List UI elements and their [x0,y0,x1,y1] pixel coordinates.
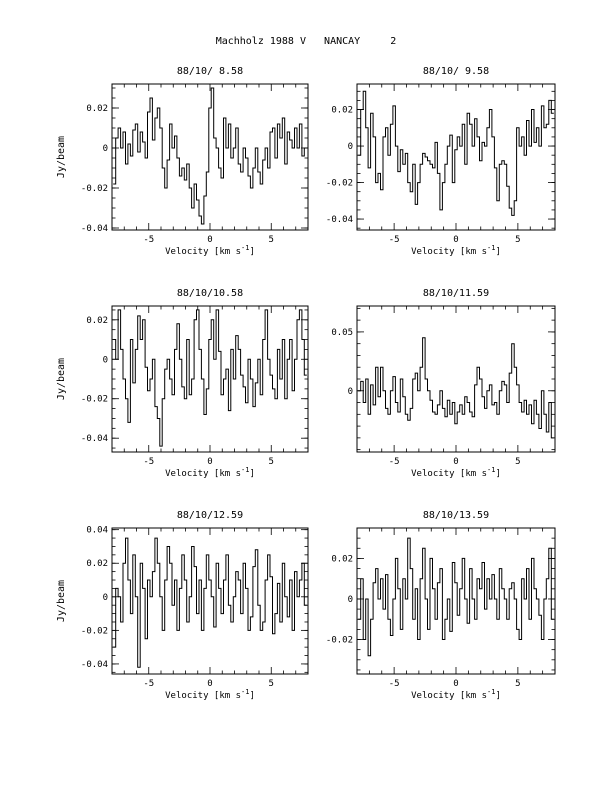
y-tick-label: -0.02 [81,395,108,405]
y-tick-label: -0.04 [326,215,353,225]
y-tick-label: 0.02 [86,559,108,569]
x-tick-label: 0 [453,235,458,245]
x-axis-label: Velocity [km s-1] [411,688,501,701]
x-axis-label-main: Velocity [km s [411,247,487,257]
x-axis-label: Velocity [km s-1] [165,466,255,479]
x-tick-label: -5 [389,235,400,245]
plot-frame [111,527,309,675]
plot-frame [356,83,556,231]
x-axis-label-sup: -1 [487,244,495,252]
y-tick-label: -0.02 [81,184,108,194]
y-tick-label: 0.02 [86,104,108,114]
y-tick-label: -0.02 [326,179,353,189]
plot-frame [111,83,309,231]
x-tick-label: 5 [515,457,520,467]
x-tick-label: 5 [269,235,274,245]
x-tick-label: 5 [269,679,274,689]
y-tick-label: 0 [348,142,353,152]
x-axis-label-end: ] [495,247,500,257]
x-tick-label: 5 [515,235,520,245]
panel-title: 88/10/ 9.58 [423,66,489,77]
x-axis-label: Velocity [km s-1] [165,244,255,257]
x-axis-label-sup: -1 [241,688,249,696]
y-tick-label: -0.04 [81,434,108,444]
panel-title: 88/10/10.58 [177,288,243,299]
spectrum-panel-6: -5 0 5 -0.02 0 0.02 88/10/13.59 Velocity [km s-… [326,510,556,701]
y-tick-label: 0 [103,144,108,154]
x-tick-label: 0 [453,457,458,467]
page-title: Machholz 1988 V NANCAY 2 [215,36,397,47]
x-tick-label: -5 [143,457,154,467]
panel-title: 88/10/11.59 [423,288,489,299]
y-tick-label: 0.04 [86,526,108,536]
y-tick-label: 0.05 [331,328,353,338]
plot-frame [111,305,309,453]
spectrum-line [113,537,307,668]
y-axis-label: Jy/beam [56,136,67,178]
y-tick-label: 0.02 [331,106,353,116]
y-tick-label: -0.04 [81,660,108,670]
plot-frame [356,527,556,675]
x-axis-label-main: Velocity [km s [165,469,241,479]
y-tick-label: 0.02 [86,316,108,326]
x-axis-label-main: Velocity [km s [165,691,241,701]
x-axis-label-end: ] [249,691,254,701]
x-axis-label: Velocity [km s-1] [411,466,501,479]
x-tick-label: -5 [389,679,400,689]
spectrum-line [113,87,307,225]
x-tick-label: -5 [389,457,400,467]
x-tick-label: 5 [269,457,274,467]
x-tick-label: 5 [515,679,520,689]
y-tick-label: 0 [348,595,353,605]
x-axis-label-sup: -1 [241,244,249,252]
x-tick-label: -5 [143,679,154,689]
panel-title: 88/10/12.59 [177,510,243,521]
spectrum-line [113,309,307,447]
y-tick-label: 0 [348,387,353,397]
y-tick-label: 0 [103,355,108,365]
x-axis-label-end: ] [249,247,254,257]
y-tick-label: -0.04 [81,224,108,234]
panel-title: 88/10/13.59 [423,510,489,521]
x-axis-label-sup: -1 [241,466,249,474]
spectrum-panel-2: -5 0 5 -0.04 -0.02 0 0.02 88/10/ 9.58 Velocity [… [326,66,556,257]
plot-frame [356,305,556,453]
x-axis-label-end: ] [495,691,500,701]
x-axis-label: Velocity [km s-1] [165,688,255,701]
x-tick-label: 0 [207,679,212,689]
spectrum-panel-4: -5 0 5 0 0.05 88/10/11.59 Velocity [km s-1] [331,288,556,479]
x-tick-label: 0 [207,235,212,245]
x-tick-label: -5 [143,235,154,245]
x-axis-label-main: Velocity [km s [165,247,241,257]
x-axis-label-sup: -1 [487,688,495,696]
spectrum-panel-1: -5 0 5 -0.04 -0.02 0 0.02 88/10/ 8.58 Velocity [… [56,66,309,257]
spectrum-line [358,537,554,657]
y-axis-label: Jy/beam [56,358,67,400]
spectrum-line [358,90,554,216]
x-tick-label: 0 [207,457,212,467]
x-axis-label-main: Velocity [km s [411,469,487,479]
x-axis-label-end: ] [495,469,500,479]
x-axis-label: Velocity [km s-1] [411,244,501,257]
spectrum-panel-3: -5 0 5 -0.04 -0.02 0 0.02 88/10/10.58 Velocity [… [56,288,309,479]
spectrum-panel-5: -5 0 5 -0.04 -0.02 0 0.02 0.04 88/10/12.59 Veloci… [56,510,309,701]
x-tick-label: 0 [453,679,458,689]
y-tick-label: 0.02 [331,554,353,564]
x-axis-label-main: Velocity [km s [411,691,487,701]
y-axis-label: Jy/beam [56,580,67,622]
spectrum-line [358,337,554,439]
x-axis-label-sup: -1 [487,466,495,474]
y-tick-label: -0.02 [81,626,108,636]
y-tick-label: 0 [103,593,108,603]
x-axis-label-end: ] [249,469,254,479]
panel-title: 88/10/ 8.58 [177,66,243,77]
y-tick-label: -0.02 [326,636,353,646]
